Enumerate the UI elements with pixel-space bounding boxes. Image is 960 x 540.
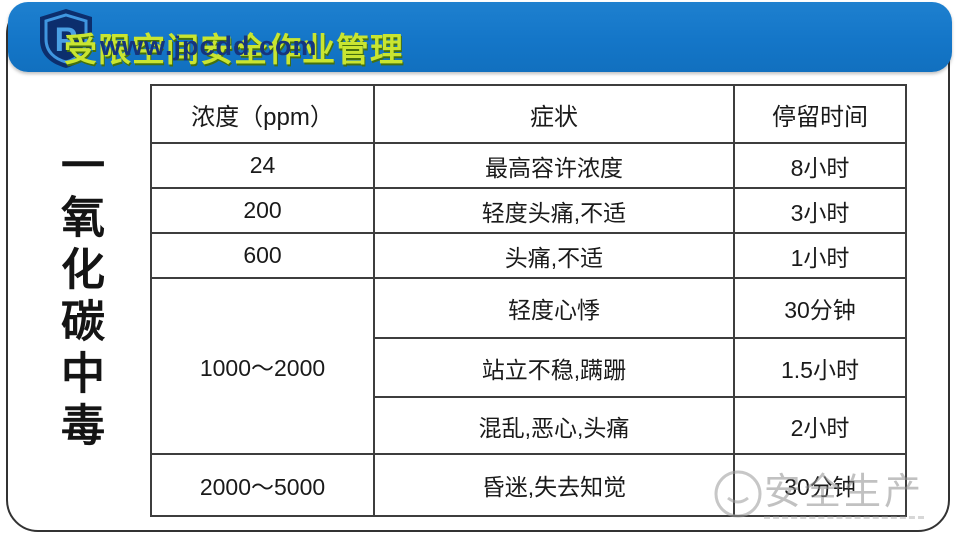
cell-duration: 1.5小时	[733, 337, 907, 398]
cell-duration: 8小时	[733, 142, 907, 189]
header-concentration: 浓度（ppm）	[150, 84, 375, 144]
cell-symptom: 站立不稳,蹒跚	[373, 337, 735, 398]
cell-concentration-merged: 1000～2000	[150, 277, 375, 455]
cell-symptom: 混乱,恶心,头痛	[373, 396, 735, 455]
cell-symptom: 头痛,不适	[373, 232, 735, 279]
url-watermark: www.jpcdd.com	[100, 31, 318, 61]
cell-concentration: 200	[150, 187, 375, 234]
title-banner: P 受限空间安全作业管理 www.jpcdd.com	[8, 2, 952, 72]
header-symptom: 症状	[373, 84, 735, 144]
cell-duration: 2小时	[733, 396, 907, 455]
table-row: 24 最高容许浓度 8小时	[150, 142, 907, 189]
cell-duration: 30分钟	[733, 277, 907, 339]
table-row: 混乱,恶心,头痛 2小时	[151, 396, 907, 455]
shield-logo-icon: P	[40, 9, 92, 68]
logo-letter: P	[55, 21, 78, 59]
cell-duration: 3小时	[733, 187, 907, 234]
header-duration: 停留时间	[733, 84, 907, 144]
side-vertical-label: 一氧化碳中毒	[54, 142, 103, 454]
cell-symptom: 昏迷,失去知觉	[373, 453, 735, 517]
cell-concentration: 600	[150, 232, 375, 279]
cell-duration: 1小时	[733, 232, 907, 279]
table-row: 200 轻度头痛,不适 3小时	[150, 187, 907, 234]
page-title: 受限空间安全作业管理	[64, 31, 404, 68]
cell-concentration: 2000～5000	[150, 453, 375, 517]
table-row: 600 头痛,不适 1小时	[150, 232, 907, 279]
cell-duration: 30分钟	[733, 453, 907, 517]
cell-symptom: 轻度头痛,不适	[373, 187, 735, 234]
table-row: 站立不稳,蹒跚 1.5小时	[151, 337, 907, 398]
co-poisoning-table: 浓度（ppm） 症状 停留时间 24 最高容许浓度 8小时 200 轻度头痛,不…	[150, 84, 907, 517]
table-header-row: 浓度（ppm） 症状 停留时间	[150, 84, 907, 144]
table-row: 2000～5000 昏迷,失去知觉 30分钟	[150, 453, 907, 517]
cell-concentration: 24	[150, 142, 375, 189]
table-row: 1000～2000 轻度心悸 30分钟	[150, 277, 907, 455]
cell-symptom: 最高容许浓度	[373, 142, 735, 189]
cell-symptom: 轻度心悸	[373, 277, 735, 339]
